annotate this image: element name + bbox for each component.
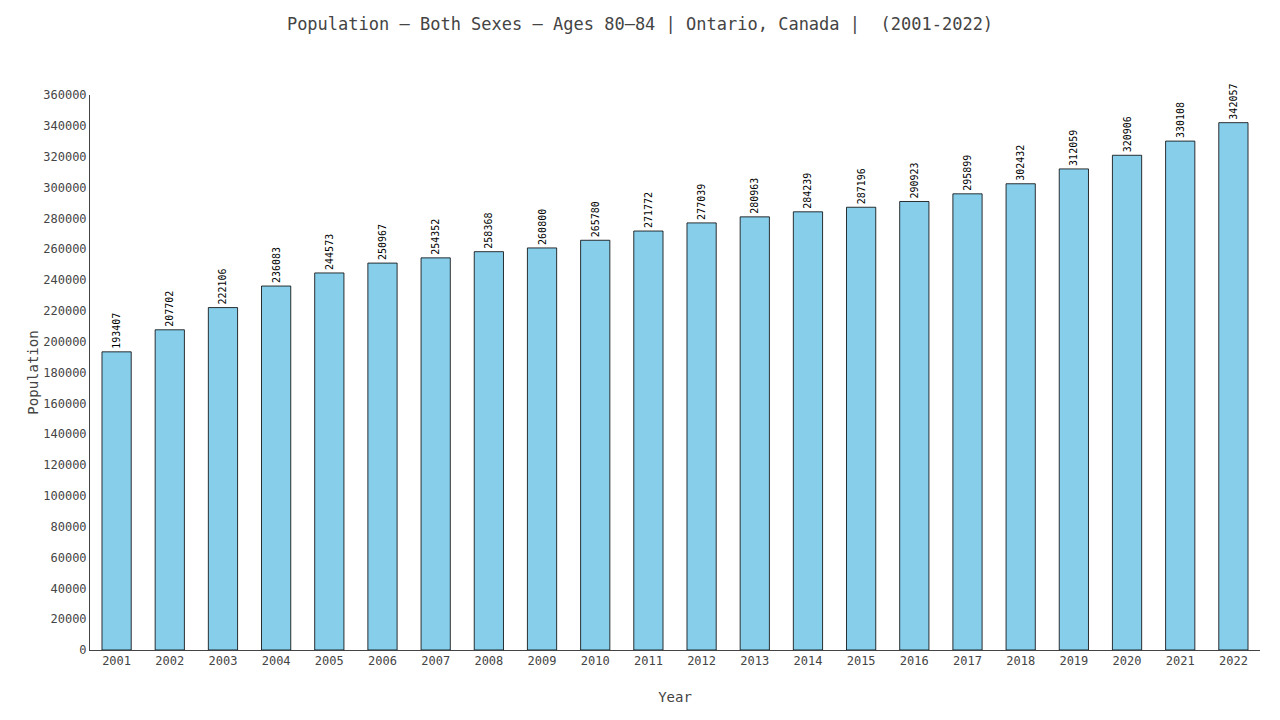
svg-text:320000: 320000 xyxy=(43,150,86,164)
svg-text:2013: 2013 xyxy=(740,654,769,668)
svg-text:258368: 258368 xyxy=(483,213,494,249)
svg-text:80000: 80000 xyxy=(50,520,86,534)
svg-text:287196: 287196 xyxy=(856,168,867,204)
svg-text:160000: 160000 xyxy=(43,397,86,411)
svg-text:2012: 2012 xyxy=(687,654,716,668)
svg-text:2018: 2018 xyxy=(1006,654,1035,668)
svg-text:2017: 2017 xyxy=(953,654,982,668)
svg-text:100000: 100000 xyxy=(43,489,86,503)
svg-text:2015: 2015 xyxy=(847,654,876,668)
svg-text:2006: 2006 xyxy=(368,654,397,668)
svg-text:193407: 193407 xyxy=(111,313,122,349)
svg-text:Population: Population xyxy=(25,330,41,414)
svg-text:2021: 2021 xyxy=(1166,654,1195,668)
svg-text:250967: 250967 xyxy=(377,224,388,260)
svg-text:265780: 265780 xyxy=(590,201,601,237)
svg-text:2002: 2002 xyxy=(155,654,184,668)
svg-text:2010: 2010 xyxy=(581,654,610,668)
svg-text:280000: 280000 xyxy=(43,212,86,226)
svg-text:295899: 295899 xyxy=(962,155,973,191)
svg-text:254352: 254352 xyxy=(430,219,441,255)
svg-text:2008: 2008 xyxy=(474,654,503,668)
svg-text:236083: 236083 xyxy=(271,247,282,283)
svg-text:320906: 320906 xyxy=(1122,116,1133,152)
svg-text:40000: 40000 xyxy=(50,582,86,596)
svg-text:340000: 340000 xyxy=(43,119,86,133)
svg-text:2020: 2020 xyxy=(1113,654,1142,668)
svg-text:2016: 2016 xyxy=(900,654,929,668)
svg-text:2007: 2007 xyxy=(421,654,450,668)
svg-text:200000: 200000 xyxy=(43,335,86,349)
svg-text:271772: 271772 xyxy=(643,192,654,228)
svg-text:60000: 60000 xyxy=(50,551,86,565)
svg-text:244573: 244573 xyxy=(324,234,335,270)
svg-text:220000: 220000 xyxy=(43,304,86,318)
svg-text:277039: 277039 xyxy=(696,184,707,220)
svg-text:300000: 300000 xyxy=(43,181,86,195)
svg-text:2019: 2019 xyxy=(1059,654,1088,668)
svg-text:2011: 2011 xyxy=(634,654,663,668)
svg-text:240000: 240000 xyxy=(43,273,86,287)
svg-text:0: 0 xyxy=(79,643,86,657)
svg-text:222106: 222106 xyxy=(217,268,228,304)
svg-text:140000: 140000 xyxy=(43,427,86,441)
svg-text:2001: 2001 xyxy=(102,654,131,668)
svg-text:20000: 20000 xyxy=(50,612,86,626)
svg-text:260800: 260800 xyxy=(537,209,548,245)
svg-text:120000: 120000 xyxy=(43,458,86,472)
svg-text:2014: 2014 xyxy=(793,654,822,668)
svg-text:2003: 2003 xyxy=(208,654,237,668)
svg-text:290923: 290923 xyxy=(909,162,920,198)
svg-text:180000: 180000 xyxy=(43,366,86,380)
svg-text:2022: 2022 xyxy=(1219,654,1248,668)
svg-text:260000: 260000 xyxy=(43,242,86,256)
svg-text:Population – Both Sexes – Ages: Population – Both Sexes – Ages 80–84 | O… xyxy=(287,14,993,34)
svg-text:2005: 2005 xyxy=(315,654,344,668)
svg-text:284239: 284239 xyxy=(802,173,813,209)
svg-text:207702: 207702 xyxy=(164,291,175,327)
svg-text:Year: Year xyxy=(658,689,692,705)
svg-text:330108: 330108 xyxy=(1175,102,1186,138)
svg-text:2004: 2004 xyxy=(262,654,291,668)
svg-text:342057: 342057 xyxy=(1228,84,1239,120)
svg-text:2009: 2009 xyxy=(528,654,557,668)
svg-text:360000: 360000 xyxy=(43,88,86,102)
svg-text:302432: 302432 xyxy=(1015,145,1026,181)
svg-text:280963: 280963 xyxy=(749,178,760,214)
svg-text:312059: 312059 xyxy=(1068,130,1079,166)
